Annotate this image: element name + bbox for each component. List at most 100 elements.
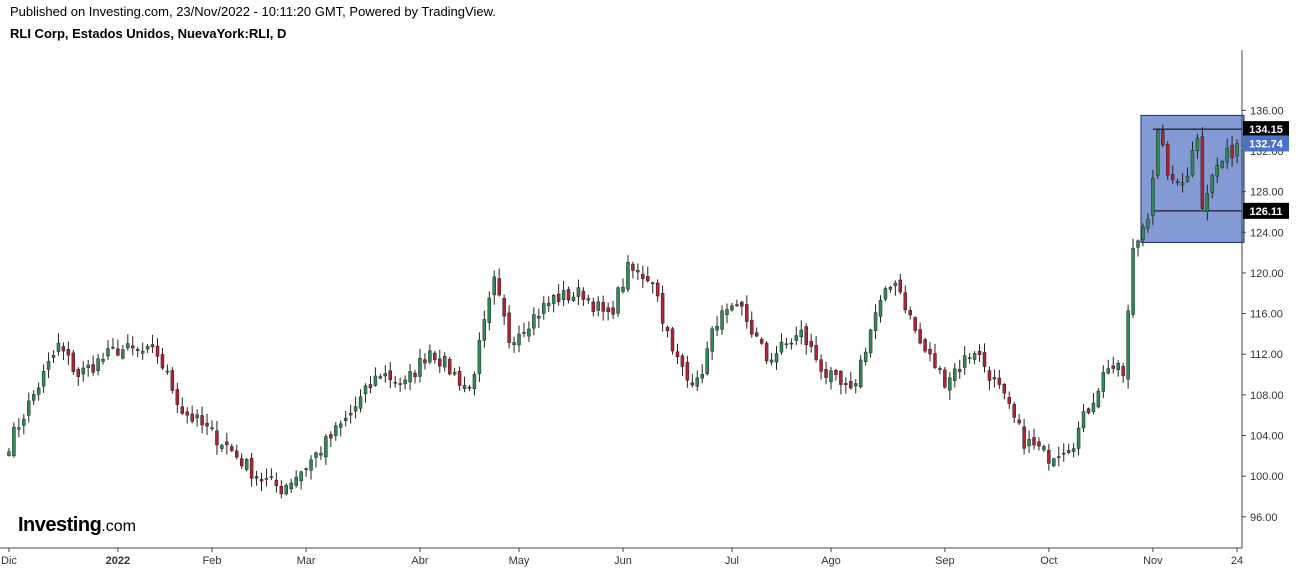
candle-down bbox=[918, 329, 922, 344]
candle-up bbox=[1220, 161, 1224, 168]
candle-down bbox=[977, 350, 982, 355]
range-high-label-bg bbox=[1243, 121, 1289, 138]
candle-down bbox=[982, 351, 987, 367]
candle-up bbox=[561, 290, 566, 301]
y-tick-label: 128.00 bbox=[1250, 187, 1284, 199]
candle-up bbox=[858, 359, 863, 388]
candle-up bbox=[1180, 182, 1185, 186]
candle-up bbox=[145, 346, 150, 350]
candle-up bbox=[883, 288, 888, 300]
candle-up bbox=[269, 476, 274, 478]
candle-up bbox=[1101, 372, 1106, 392]
candle-up bbox=[1215, 165, 1219, 177]
candle-up bbox=[195, 414, 199, 419]
candle-up bbox=[309, 459, 313, 471]
candle-up bbox=[56, 342, 61, 352]
candle-down bbox=[933, 353, 937, 368]
candle-up bbox=[1042, 446, 1046, 451]
symbol-title: RLI Corp, Estados Unidos, NuevaYork:RLI,… bbox=[10, 26, 287, 41]
candle-down bbox=[997, 377, 1002, 385]
candle-up bbox=[284, 485, 288, 495]
candle-down bbox=[606, 307, 610, 313]
candle-down bbox=[903, 292, 907, 311]
candle-up bbox=[953, 368, 957, 381]
y-tick-label: 108.00 bbox=[1250, 390, 1284, 402]
candle-down bbox=[646, 276, 650, 282]
candle-up bbox=[626, 262, 630, 290]
candle-up bbox=[1027, 439, 1031, 447]
candle-up bbox=[472, 374, 477, 390]
candle-down bbox=[1170, 174, 1175, 180]
investing-logo: Investing.com bbox=[18, 514, 136, 537]
candle-down bbox=[750, 319, 754, 335]
candle-up bbox=[383, 373, 388, 377]
candle-up bbox=[542, 303, 546, 314]
candle-up bbox=[358, 396, 363, 409]
candle-up bbox=[418, 357, 422, 377]
candle-up bbox=[36, 387, 41, 395]
candle-up bbox=[220, 445, 224, 449]
candle-up bbox=[294, 476, 298, 486]
candle-up bbox=[527, 328, 531, 337]
candle-up bbox=[517, 333, 521, 346]
candle-up bbox=[700, 373, 704, 379]
candle-down bbox=[457, 371, 462, 386]
x-tick-label: Abr bbox=[411, 555, 428, 567]
candle-down bbox=[185, 411, 189, 416]
candle-down bbox=[660, 293, 665, 324]
y-tick-label: 100.00 bbox=[1250, 471, 1284, 483]
candle-up bbox=[492, 276, 496, 296]
candle-up bbox=[378, 376, 383, 379]
candle-up bbox=[96, 358, 100, 372]
candle-down bbox=[680, 355, 685, 367]
y-tick-label: 96.00 bbox=[1250, 512, 1278, 524]
candle-down bbox=[259, 479, 264, 482]
x-tick-label: Mar bbox=[297, 555, 316, 567]
candle-down bbox=[839, 370, 843, 385]
candle-down bbox=[987, 370, 992, 381]
candle-up bbox=[967, 357, 972, 359]
candle-down bbox=[155, 345, 160, 357]
candle-down bbox=[1022, 426, 1026, 449]
candle-down bbox=[675, 351, 680, 358]
candle-down bbox=[849, 381, 853, 389]
candle-up bbox=[1076, 427, 1081, 449]
y-tick-label: 112.00 bbox=[1250, 349, 1283, 361]
candle-up bbox=[1116, 362, 1120, 371]
candle-down bbox=[388, 370, 392, 381]
candle-up bbox=[121, 349, 125, 359]
price-labels-layer: 134.15 132.74 126.11 bbox=[1243, 121, 1289, 219]
candle-down bbox=[398, 383, 402, 385]
candle-down bbox=[1032, 437, 1036, 446]
candle-up bbox=[348, 412, 353, 416]
candle-up bbox=[12, 426, 16, 457]
candle-down bbox=[215, 430, 219, 446]
candle-down bbox=[111, 346, 115, 349]
candle-down bbox=[116, 348, 120, 356]
candle-up bbox=[1052, 458, 1056, 467]
candle-up bbox=[126, 343, 130, 349]
candle-up bbox=[1195, 137, 1200, 151]
candle-up bbox=[408, 371, 412, 383]
candle-down bbox=[1165, 144, 1170, 176]
last-price-label: 132.74 bbox=[1249, 138, 1284, 150]
candle-down bbox=[175, 389, 180, 405]
published-line: Published on Investing.com, 23/Nov/2022 … bbox=[10, 4, 496, 19]
candle-up bbox=[314, 452, 318, 458]
candle-down bbox=[239, 458, 244, 467]
candle-up bbox=[1131, 247, 1135, 315]
candle-down bbox=[1002, 384, 1007, 394]
candle-down bbox=[913, 317, 917, 331]
x-tick-label: May bbox=[509, 555, 530, 567]
candle-down bbox=[1086, 408, 1091, 414]
candle-up bbox=[1106, 368, 1111, 374]
candle-down bbox=[433, 352, 437, 361]
candle-down bbox=[611, 307, 615, 315]
candle-up bbox=[962, 355, 967, 368]
candle-up bbox=[715, 325, 719, 331]
candle-up bbox=[1156, 130, 1160, 176]
candle-up bbox=[784, 343, 789, 346]
range-low-label-bg bbox=[1243, 202, 1289, 219]
candle-down bbox=[764, 342, 769, 362]
